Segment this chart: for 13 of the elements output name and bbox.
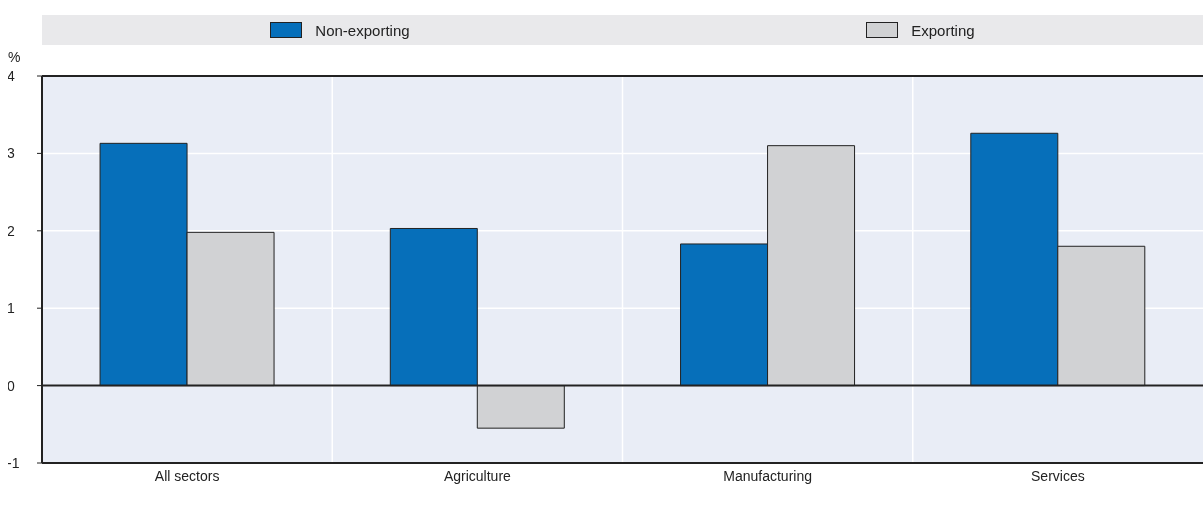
x-tick-label: All sectors (154, 467, 220, 484)
x-tick-label: Services (1031, 467, 1085, 484)
x-tick-label: Manufacturing (723, 467, 812, 484)
y-tick-label: -1 (7, 454, 20, 471)
legend-label: Exporting (911, 21, 975, 39)
y-tick-label: 0 (7, 377, 15, 394)
legend-label: Non-exporting (315, 21, 410, 39)
y-tick-label: 2 (7, 222, 15, 239)
y-tick-label: 3 (7, 145, 15, 162)
y-tick-label: 1 (7, 300, 15, 317)
y-tick-label: 4 (7, 67, 15, 84)
x-tick-label: Agriculture (443, 467, 512, 484)
y-axis-title: % (8, 49, 21, 65)
